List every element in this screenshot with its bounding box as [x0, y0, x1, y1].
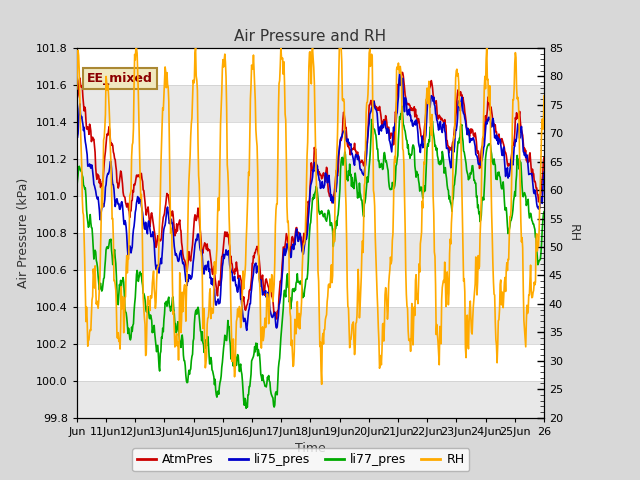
Bar: [77, 48, 544, 85]
Title: Air Pressure and RH: Air Pressure and RH: [234, 29, 387, 44]
Bar: [77, 307, 544, 344]
Text: EE_mixed: EE_mixed: [87, 72, 153, 85]
Y-axis label: RH: RH: [566, 224, 580, 242]
Bar: [77, 344, 544, 381]
Bar: [77, 196, 544, 233]
Bar: [77, 270, 544, 307]
Legend: AtmPres, li75_pres, li77_pres, RH: AtmPres, li75_pres, li77_pres, RH: [132, 448, 469, 471]
Bar: [77, 159, 544, 196]
Y-axis label: Air Pressure (kPa): Air Pressure (kPa): [17, 178, 31, 288]
Bar: [77, 122, 544, 159]
Bar: [77, 233, 544, 270]
Bar: [77, 381, 544, 418]
Bar: [77, 85, 544, 122]
X-axis label: Time: Time: [295, 442, 326, 455]
